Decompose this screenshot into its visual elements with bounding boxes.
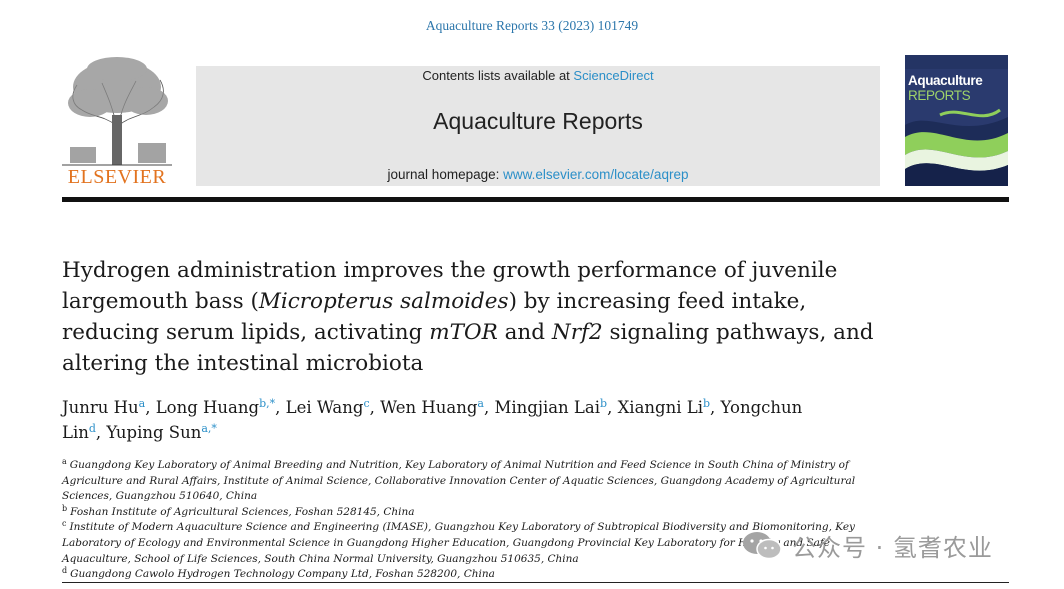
elsevier-wordmark: ELSEVIER	[67, 166, 167, 188]
title-gene-mtor: mTOR	[429, 320, 498, 345]
journal-cover[interactable]: Aquaculture REPORTS	[905, 55, 1008, 186]
author-affiliation-mark[interactable]: a	[477, 397, 484, 410]
article-title: Hydrogen administration improves the gro…	[62, 255, 892, 379]
author-name[interactable]: Xiangni Li	[617, 398, 703, 417]
homepage-prefix: journal homepage:	[387, 167, 504, 182]
wechat-watermark: 公众号 · 氢耆农业	[740, 530, 993, 562]
title-species: Micropterus salmoides	[258, 289, 509, 314]
affiliation-text: Guangdong Key Laboratory of Animal Breed…	[62, 459, 856, 503]
author-affiliation-mark[interactable]: b,*	[259, 397, 276, 410]
affiliation-text: Institute of Modern Aquaculture Science …	[62, 521, 855, 565]
elsevier-logo: ELSEVIER	[62, 55, 172, 189]
author-separator: ,	[483, 398, 495, 417]
affiliation-mark: d	[62, 566, 68, 576]
title-part-1: Hydrogen administration improves the gro…	[62, 258, 838, 314]
author-affiliation-mark[interactable]: d	[88, 421, 96, 435]
header-divider	[62, 197, 1009, 202]
affiliation-item: d Guangdong Cawolo Hydrogen Technology Co…	[62, 567, 892, 583]
affiliation-item: c Institute of Modern Aquaculture Science…	[62, 520, 892, 567]
journal-header: Contents lists available at ScienceDirec…	[196, 66, 880, 186]
cover-title-line2: REPORTS	[908, 88, 971, 103]
author-separator: ,	[95, 422, 107, 442]
title-part-4: signaling pathways, and altering the int…	[62, 320, 874, 376]
author-affiliation-mark[interactable]: b	[600, 397, 608, 410]
title-part-3: and	[497, 320, 552, 345]
journal-name: Aquaculture Reports	[433, 108, 643, 134]
author-name[interactable]: Mingjian Lai	[494, 398, 601, 417]
author-separator: ,	[145, 398, 156, 417]
elsevier-tree-logo-icon	[62, 57, 172, 166]
footer-divider	[62, 582, 1009, 583]
author-affiliation-mark[interactable]: a	[138, 397, 146, 410]
journal-cover-thumbnail-icon	[905, 55, 1008, 186]
affiliation-mark: c	[62, 519, 67, 529]
affiliation-text: Guangdong Cawolo Hydrogen Technology Com…	[70, 568, 495, 581]
author-list: Junru Hua, Long Huangb,*, Lei Wangc, Wen…	[62, 396, 822, 445]
author-separator: ,	[275, 398, 286, 417]
title-gene-nrf2: Nrf2	[551, 320, 603, 345]
journal-homepage-link[interactable]: www.elsevier.com/locate/aqrep	[503, 167, 689, 182]
journal-citation[interactable]: Aquaculture Reports 33 (2023) 101749	[425, 18, 639, 33]
cover-title-line1: Aquaculture	[908, 73, 983, 88]
affiliation-item: a Guangdong Key Laboratory of Animal Bree…	[62, 458, 892, 505]
watermark-text: 公众号 · 氢耆农业	[792, 533, 993, 562]
author-name[interactable]: Yuping Sun	[106, 422, 202, 442]
author-separator: ,	[369, 398, 381, 417]
journal-homepage: journal homepage: www.elsevier.com/locat…	[196, 167, 880, 182]
author-name[interactable]: Long Huang	[155, 398, 260, 417]
affiliation-mark: a	[62, 457, 67, 466]
affiliation-text: Foshan Institute of Agricultural Science…	[70, 505, 415, 518]
author-affiliation-mark[interactable]: a,*	[201, 421, 217, 435]
author-name[interactable]: Junru Hu	[62, 398, 139, 417]
affiliation-mark: b	[62, 503, 68, 513]
sciencedirect-link[interactable]: ScienceDirect	[573, 68, 654, 83]
author-name[interactable]: Lei Wang	[285, 398, 364, 417]
contents-availability: Contents lists available at ScienceDirec…	[196, 68, 880, 83]
title-part-2: ) by increasing feed intake, reducing se…	[62, 289, 807, 345]
author-separator: ,	[607, 398, 618, 417]
affiliation-list: a Guangdong Key Laboratory of Animal Bree…	[62, 458, 892, 583]
author-name[interactable]: Yongchun Lin	[62, 398, 803, 442]
wechat-icon	[743, 532, 782, 560]
author-affiliation-mark[interactable]: b	[703, 397, 711, 410]
contents-prefix: Contents lists available at	[422, 68, 574, 83]
affiliation-item: b Foshan Institute of Agricultural Scienc…	[62, 503, 892, 521]
author-name[interactable]: Wen Huang	[380, 398, 478, 417]
author-separator: ,	[710, 398, 721, 417]
author-affiliation-mark[interactable]: c	[363, 397, 370, 410]
